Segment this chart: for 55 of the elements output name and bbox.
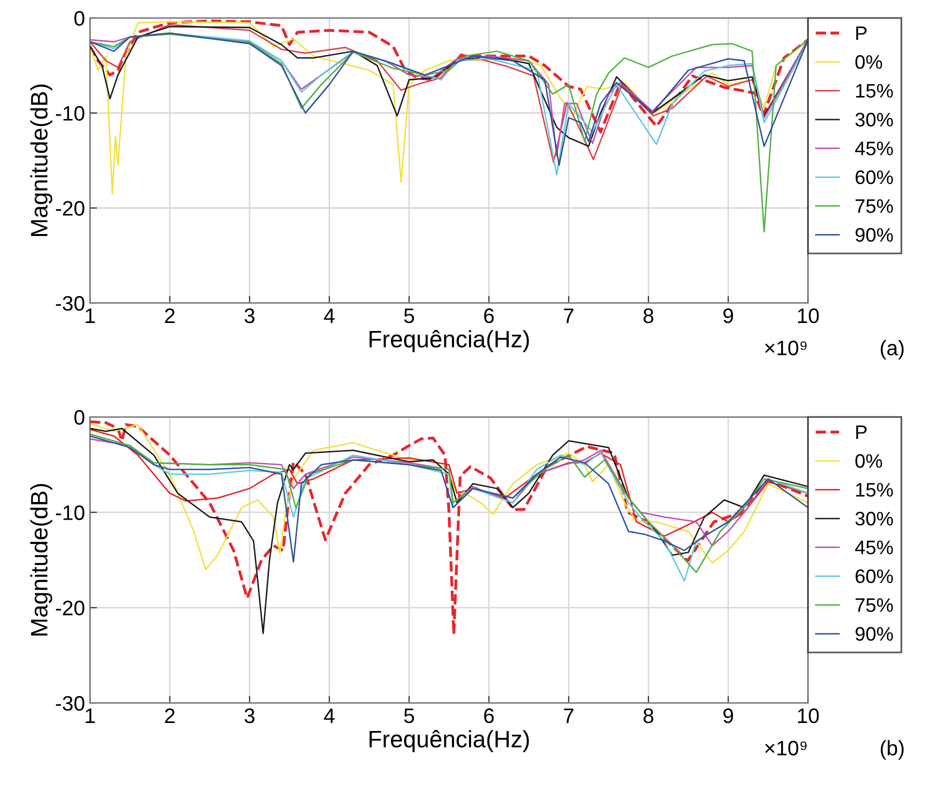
- legend-label: 75%: [856, 598, 893, 612]
- legend-label: 15%: [856, 483, 893, 497]
- x-tick-label: 8: [644, 308, 654, 324]
- line-series: [90, 33, 808, 232]
- x-tick-label: 6: [484, 308, 494, 324]
- x-tick-label: 1: [86, 308, 95, 323]
- legend-label: P: [856, 425, 867, 439]
- x-tick-label: 2: [165, 308, 175, 323]
- line-series: [90, 21, 808, 194]
- text: (a): [880, 340, 904, 360]
- x-tick-label: 10: [798, 708, 819, 724]
- legend-label: 90%: [856, 627, 893, 641]
- x-tick-label: 4: [324, 308, 335, 323]
- x-tick-label: 2: [165, 708, 175, 723]
- x-tick-label: 7: [564, 308, 574, 323]
- x-tick-label: 3: [244, 308, 254, 324]
- legend-label: 15%: [856, 84, 893, 98]
- y-tick-label: -30: [56, 296, 84, 311]
- x-axis-title: Frequência(Hz): [370, 730, 529, 752]
- legend-label: P: [856, 26, 867, 40]
- x-tick-label: 9: [723, 308, 734, 324]
- x-tick-label: 1: [86, 708, 95, 723]
- text: ×10⁹: [765, 340, 807, 356]
- x-tick-label: 6: [484, 708, 494, 724]
- legend-label: 75%: [856, 199, 893, 213]
- y-tick-label: -10: [56, 106, 84, 121]
- x-tick-label: 7: [564, 708, 574, 723]
- legend-label: 60%: [856, 170, 893, 184]
- y-tick-label: -20: [56, 600, 84, 616]
- x-axis-title: Frequência(Hz): [370, 330, 529, 352]
- legend-label: 45%: [855, 142, 893, 156]
- y-tick-label: -30: [56, 696, 84, 711]
- x-tick-label: 3: [244, 708, 254, 724]
- legend-label: 0%: [855, 55, 882, 69]
- y-tick-label: 0: [74, 11, 84, 26]
- y-tick-label: 0: [74, 410, 84, 425]
- text: ×10⁹: [765, 740, 807, 756]
- y-axis-title: Magnitude(dB): [30, 484, 52, 636]
- x-tick-label: 10: [798, 308, 819, 324]
- y-tick-label: -20: [56, 201, 84, 216]
- legend-label: 45%: [855, 540, 893, 554]
- line-series: [90, 428, 808, 537]
- x-tick-label: 5: [404, 308, 414, 324]
- x-tick-label: 5: [404, 708, 414, 724]
- legend-label: 0%: [855, 454, 882, 468]
- legend-label: 90%: [856, 228, 893, 242]
- legend-label: 30%: [855, 512, 893, 526]
- legend-label: 60%: [856, 569, 893, 584]
- legend-label: 30%: [855, 112, 893, 127]
- text: (b): [880, 740, 904, 760]
- x-tick-label: 9: [723, 708, 734, 724]
- x-tick-label: 4: [324, 708, 335, 723]
- y-axis-title: Magnitude(dB): [30, 84, 52, 236]
- y-tick-label: -10: [56, 505, 84, 520]
- x-tick-label: 8: [644, 708, 654, 724]
